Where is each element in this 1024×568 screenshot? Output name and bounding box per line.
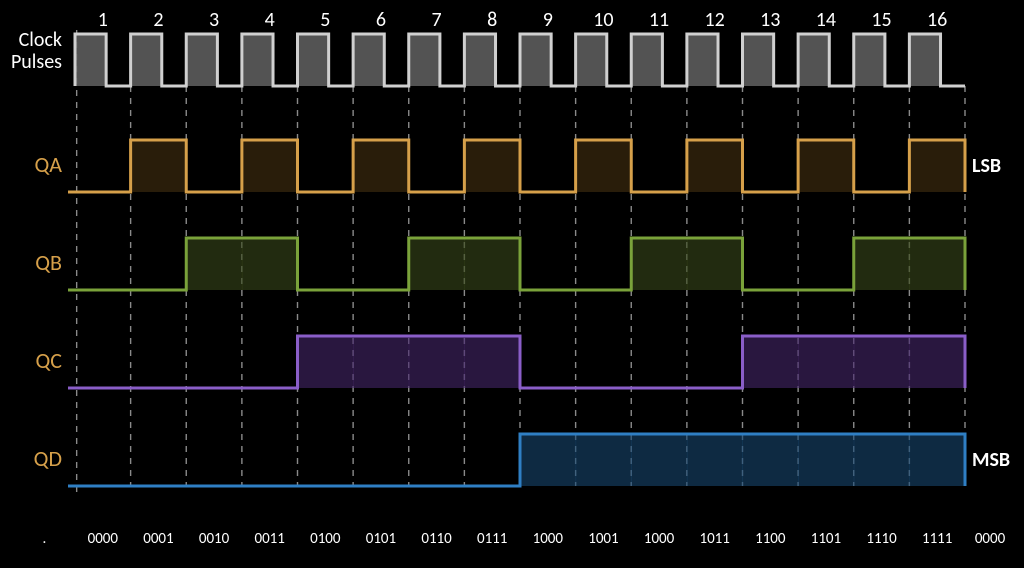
clock-pulse-fill <box>298 34 329 86</box>
clock-pulse-fill <box>687 34 718 86</box>
row-fill-qd <box>798 434 854 486</box>
binary-label: 0010 <box>199 530 230 548</box>
row-fill-qa <box>464 140 520 192</box>
row-fill-qb <box>687 238 743 290</box>
binary-label: 1001 <box>588 530 618 548</box>
timing-diagram: 12345678910111213141516ClockPulsesQALSBQ… <box>0 0 1024 568</box>
clock-number: 9 <box>543 8 553 32</box>
clock-label-line2: Pulses <box>11 50 62 74</box>
row-side-label-qd: MSB <box>972 448 1010 472</box>
row-fill-qa <box>131 140 187 192</box>
clock-pulse-fill <box>909 34 940 86</box>
clock-pulse-fill <box>854 34 885 86</box>
binary-label: 0100 <box>310 530 341 548</box>
clock-number: 4 <box>265 8 275 32</box>
clock-number: 3 <box>209 8 219 32</box>
clock-number: 12 <box>705 8 725 32</box>
row-label-qc: QC <box>35 347 62 374</box>
row-fill-qb <box>409 238 465 290</box>
binary-label: 0101 <box>366 530 396 548</box>
row-fill-qd <box>743 434 799 486</box>
row-fill-qa <box>242 140 298 192</box>
clock-pulse-fill <box>186 34 217 86</box>
clock-pulse-fill <box>576 34 607 86</box>
binary-label: 0111 <box>477 530 507 548</box>
binary-label: 1110 <box>866 530 897 548</box>
clock-number: 2 <box>153 8 163 32</box>
clock-number: 11 <box>649 8 669 32</box>
row-label-qd: QD <box>34 445 62 472</box>
clock-number: 5 <box>320 8 330 32</box>
binary-label: 0001 <box>143 530 173 548</box>
row-fill-qb <box>909 238 965 290</box>
binary-label: 0011 <box>254 530 284 548</box>
binary-label: 1101 <box>811 530 841 548</box>
clock-pulse-fill <box>520 34 551 86</box>
row-fill-qc <box>798 336 854 388</box>
binary-label: 1000 <box>644 530 675 548</box>
binary-label: 1111 <box>922 530 952 548</box>
clock-number: 14 <box>816 8 836 32</box>
clock-number: 13 <box>760 8 780 32</box>
binary-label: 0000 <box>88 530 119 548</box>
row-fill-qa <box>353 140 409 192</box>
row-fill-qc <box>743 336 799 388</box>
row-fill-qd <box>687 434 743 486</box>
clock-number: 7 <box>431 8 441 32</box>
clock-number: 15 <box>871 8 891 32</box>
clock-number: 16 <box>927 8 947 32</box>
row-fill-qa <box>798 140 854 192</box>
binary-label: 0110 <box>421 530 452 548</box>
row-fill-qb <box>242 238 298 290</box>
clock-number: 6 <box>376 8 386 32</box>
row-label-qb: QB <box>35 249 62 276</box>
row-fill-qc <box>909 336 965 388</box>
clock-number: 8 <box>487 8 497 32</box>
row-fill-qa <box>909 140 965 192</box>
row-fill-qc <box>409 336 465 388</box>
clock-pulse-fill <box>75 34 106 86</box>
clock-pulse-fill <box>798 34 829 86</box>
clock-pulse-fill <box>743 34 774 86</box>
row-fill-qd <box>854 434 910 486</box>
clock-pulse-fill <box>131 34 162 86</box>
row-fill-qc <box>854 336 910 388</box>
row-fill-qd <box>576 434 632 486</box>
row-fill-qb <box>464 238 520 290</box>
row-fill-qb <box>631 238 687 290</box>
row-fill-qc <box>353 336 409 388</box>
binary-label: 1011 <box>699 530 729 548</box>
row-fill-qc <box>464 336 520 388</box>
clock-pulse-fill <box>242 34 273 86</box>
row-fill-qc <box>298 336 354 388</box>
clock-pulse-fill <box>409 34 440 86</box>
row-fill-qb <box>186 238 242 290</box>
binary-label-leading: . <box>43 530 47 548</box>
row-fill-qa <box>576 140 632 192</box>
clock-pulse-fill <box>464 34 495 86</box>
binary-label: 0000 <box>975 530 1006 548</box>
clock-number: 1 <box>98 8 108 32</box>
row-fill-qd <box>909 434 965 486</box>
row-fill-qd <box>631 434 687 486</box>
clock-pulse-fill <box>353 34 384 86</box>
binary-label: 1100 <box>755 530 786 548</box>
clock-pulse-fill <box>631 34 662 86</box>
clock-number: 10 <box>593 8 613 32</box>
row-label-qa: QA <box>34 151 62 178</box>
row-side-label-qa: LSB <box>972 154 1001 178</box>
clock-label-line1: Clock <box>19 28 62 52</box>
row-fill-qd <box>520 434 576 486</box>
row-fill-qb <box>854 238 910 290</box>
row-fill-qa <box>687 140 743 192</box>
binary-label: 1000 <box>533 530 564 548</box>
